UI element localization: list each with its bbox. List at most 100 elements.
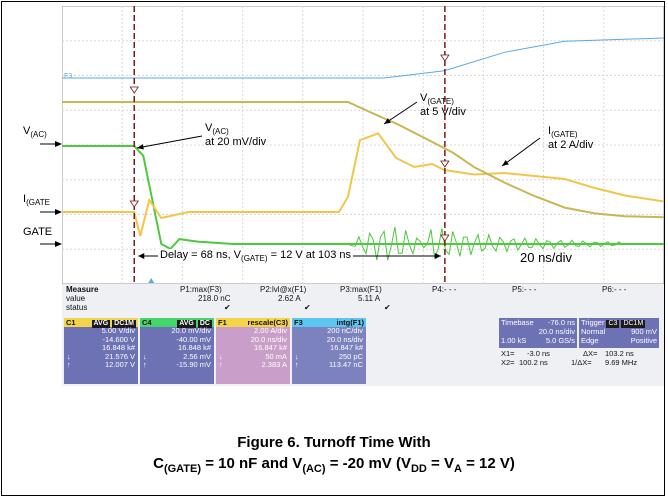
channel-readout-value: 2.383 A bbox=[261, 360, 287, 369]
vac-annotation: V(AC) at 20 mV/div bbox=[205, 122, 267, 149]
channel-readout-value: 12.007 V bbox=[104, 360, 135, 369]
dx-label: ΔX= bbox=[583, 349, 598, 358]
status-check-icon: ✔ bbox=[304, 303, 311, 312]
x2-label: X2= bbox=[501, 358, 515, 367]
channel-readout-row: ↓ 50 mA bbox=[216, 351, 290, 362]
channel-id: C1 bbox=[66, 318, 76, 327]
cursor-crossing-marker bbox=[129, 200, 139, 208]
channel-readout-row: ↑ -15.90 mV bbox=[140, 360, 214, 370]
trigger-box[interactable]: Trigger C3 DC1M Normal 900 mV Edge Positive bbox=[579, 318, 659, 348]
channel-readout-value: -40.00 mV bbox=[176, 334, 211, 344]
channel-header: F3 intg(F1) bbox=[292, 318, 366, 327]
channel-readout-row: 16.847 k# bbox=[216, 343, 290, 353]
channel-readout-row: ↑ 113.47 nC bbox=[292, 360, 366, 370]
channel-entry-arrows bbox=[40, 141, 62, 247]
channel-readout-row: 16.847 k# bbox=[292, 343, 366, 353]
vgate-annotation: V(GATE) at 5 V/div bbox=[420, 92, 466, 119]
trace-v-gate bbox=[62, 101, 664, 219]
measure-param-name[interactable]: P6:- - - bbox=[602, 285, 627, 294]
trigger-type: Edge bbox=[581, 336, 599, 345]
trigger-label: Trigger bbox=[581, 318, 605, 327]
trace-i-gate bbox=[62, 132, 664, 237]
measure-header: Measure bbox=[66, 285, 99, 294]
channel-header: C4 AVG DC bbox=[140, 318, 214, 328]
channel-readout-marker: ↑ bbox=[143, 360, 147, 369]
channel-header: C1 AVG DC1M bbox=[64, 318, 138, 328]
channel-readout-value: 5.00 V/div bbox=[101, 326, 135, 335]
trigger-coupling: DC1M bbox=[621, 320, 646, 328]
igate-pointer-arrow-head bbox=[502, 159, 509, 166]
delay-annotation: Delay = 68 ns, V(GATE) = 12 V at 103 ns bbox=[158, 249, 354, 264]
timebase-label: Timebase bbox=[501, 318, 534, 327]
measure-param-name[interactable]: P2:lvl@x(F1) bbox=[260, 285, 307, 294]
measure-param-name[interactable]: P5:- - - bbox=[512, 285, 537, 294]
scope-plot: F3 bbox=[62, 6, 664, 284]
timebase-offset: -76.0 ns bbox=[547, 318, 575, 327]
channel-readout-value: 20.0 ns/div bbox=[326, 334, 363, 344]
timebase-samples: 1.00 kS bbox=[501, 336, 527, 345]
channel-readout-row: ↓ 21.576 V bbox=[64, 351, 138, 362]
status-check-icon: ✔ bbox=[224, 303, 231, 312]
channel-readout-row: ↑ 2.383 A bbox=[216, 360, 290, 370]
measure-param-name[interactable]: P1:max(F3) bbox=[180, 285, 222, 294]
x1-label: X1= bbox=[501, 349, 515, 358]
measure-param-name[interactable]: P3:max(F1) bbox=[340, 285, 382, 294]
channel-readout-value: 250 pC bbox=[338, 351, 363, 361]
channel-readout-row: 5.00 V/div bbox=[64, 326, 138, 336]
timebase-per-div: 20.0 ns/div bbox=[538, 327, 575, 336]
channel-readout-value: 50 mA bbox=[265, 351, 287, 361]
channel-readout-row: 2.00 A/div bbox=[216, 326, 290, 336]
cursor-crossing-marker bbox=[440, 160, 450, 168]
channel-box-f1[interactable]: F1 rescale(C3) 2.00 A/div 20.0 ns/div 16.847… bbox=[216, 318, 290, 384]
measure-param-value: 218.0 nC bbox=[198, 294, 231, 303]
inv-dx-value: 9.69 MHz bbox=[605, 358, 638, 367]
channel-readout-row: 200 nC/div bbox=[292, 326, 366, 336]
channel-coupling: DC bbox=[197, 320, 212, 328]
measure-param-value: 5.11 A bbox=[358, 294, 381, 303]
channel-readout-row: -40.00 mV bbox=[140, 334, 214, 345]
gate-entry-arrow-head bbox=[55, 241, 62, 247]
timebase-box[interactable]: Timebase -76.0 ns 20.0 ns/div 1.00 kS 5.0 … bbox=[499, 318, 659, 367]
measure-value-label: value bbox=[66, 294, 86, 303]
figure-caption-line2: C(GATE) = 10 nF and V(AC) = -20 mV (VDD … bbox=[153, 455, 515, 475]
dx-value: 103.2 ns bbox=[605, 349, 634, 358]
cursor-crossing-marker bbox=[440, 234, 450, 242]
channel-id: F1 bbox=[218, 318, 227, 327]
channel-readout-value: 16.848 k# bbox=[102, 343, 135, 352]
channel-readout-row: 20.0 ns/div bbox=[292, 334, 366, 345]
channel-readout-value: 20.0 mV/div bbox=[171, 326, 211, 335]
trigger-level: 900 mV bbox=[631, 327, 657, 336]
vac-pointer-arrow bbox=[136, 135, 203, 149]
measure-param-value: 2.62 A bbox=[278, 294, 301, 303]
channel-box-f3[interactable]: F3 intg(F1) 200 nC/div 20.0 ns/div 16.847 k#… bbox=[292, 318, 366, 384]
figure-caption-line1: Figure 6. Turnoff Time With bbox=[237, 434, 431, 451]
channel-readout-row: 20.0 mV/div bbox=[140, 326, 214, 336]
channel-box-c1[interactable]: C1 AVG DC1M 5.00 V/div -14.600 V 16.848 k# ↓ 21… bbox=[64, 318, 138, 384]
channel-readout-marker: ↓ bbox=[219, 351, 223, 361]
channel-box-c4[interactable]: C4 AVG DC 20.0 mV/div -40.00 mV 16.848 k# ↓ 2.5… bbox=[140, 318, 214, 384]
trace-f3-marker-label: F3 bbox=[64, 73, 72, 80]
igate-annotation: I(GATE) at 2 A/div bbox=[548, 125, 594, 152]
igate-entry-arrow-head bbox=[55, 209, 62, 215]
vgate-pointer-arrow-head bbox=[384, 118, 391, 124]
measure-status-label: status bbox=[66, 303, 88, 312]
x2-value: 100.2 ns bbox=[519, 358, 548, 367]
inv-dx-label: 1/ΔX= bbox=[571, 358, 592, 367]
measure-param-name[interactable]: P4:- - - bbox=[432, 285, 457, 294]
channel-readout-value: 2.00 A/div bbox=[254, 326, 287, 335]
channel-readout-marker: ↑ bbox=[295, 360, 299, 369]
channel-readout-marker: ↓ bbox=[67, 351, 71, 361]
vgate-pointer-arrow bbox=[383, 101, 418, 125]
channel-readout-value: 20.0 ns/div bbox=[250, 334, 287, 344]
delay-arrow-left-head bbox=[138, 253, 145, 259]
channel-id: C4 bbox=[142, 318, 152, 327]
igate-left-label: I(GATE bbox=[23, 193, 50, 208]
channel-readout-value: 2.56 mV bbox=[183, 351, 211, 361]
channel-readout-value: 16.847 k# bbox=[330, 343, 363, 352]
gate-left-label: GATE bbox=[23, 226, 53, 238]
vac-left-label: V(AC) bbox=[23, 125, 47, 140]
channel-readout-row: ↑ 12.007 V bbox=[64, 360, 138, 370]
x1-value: -3.0 ns bbox=[527, 349, 550, 358]
channel-coupling: intg(F1) bbox=[336, 318, 365, 327]
